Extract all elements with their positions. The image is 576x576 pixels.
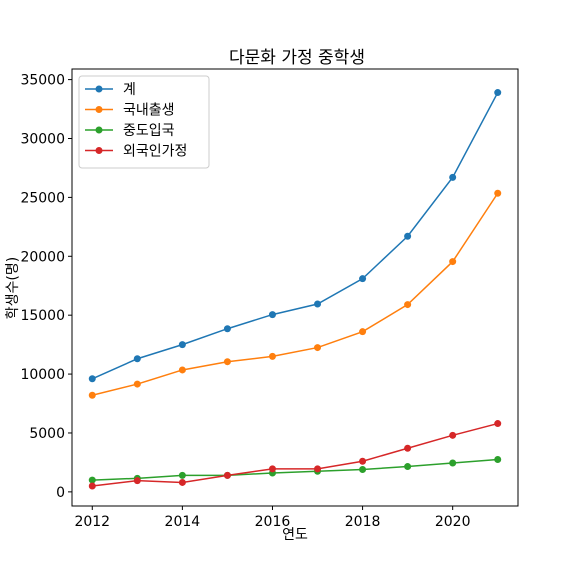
data-point bbox=[133, 355, 141, 363]
legend-label: 국내출생 bbox=[123, 103, 175, 119]
y-tick-label: 35000 bbox=[20, 73, 65, 89]
legend-entry: 중도입국 bbox=[85, 123, 175, 139]
legend-marker bbox=[95, 85, 103, 93]
data-point bbox=[494, 89, 502, 97]
data-point bbox=[88, 482, 96, 490]
chart-title: 다문화 가정 중학생 bbox=[229, 48, 365, 68]
plot-frame bbox=[71, 68, 519, 507]
y-tick-label: 30000 bbox=[20, 131, 65, 147]
series-계 bbox=[88, 89, 502, 383]
data-point bbox=[223, 471, 231, 479]
data-point bbox=[494, 455, 502, 463]
y-axis-label: 학생수(명) bbox=[5, 257, 21, 319]
y-tick-label: 10000 bbox=[20, 367, 65, 383]
data-point bbox=[494, 420, 502, 428]
data-point bbox=[223, 325, 231, 333]
x-axis: 2012 2014 2016 2018 2020 bbox=[74, 506, 470, 530]
data-point bbox=[359, 275, 367, 283]
data-point bbox=[449, 258, 457, 266]
legend-label: 중도입국 bbox=[123, 123, 175, 139]
x-tick-label: 2020 bbox=[435, 514, 471, 530]
y-tick-label: 20000 bbox=[20, 249, 65, 265]
data-point bbox=[88, 375, 96, 383]
x-tick-label: 2012 bbox=[74, 514, 110, 530]
y-tick-label: 0 bbox=[56, 485, 65, 501]
data-point bbox=[88, 391, 96, 399]
data-point bbox=[88, 476, 96, 484]
series-line bbox=[91, 92, 499, 380]
data-point bbox=[268, 311, 276, 319]
legend-marker bbox=[95, 126, 103, 134]
data-point bbox=[359, 328, 367, 336]
y-tick-label: 5000 bbox=[29, 426, 65, 442]
x-tick-label: 2014 bbox=[165, 514, 201, 530]
y-tick-label: 15000 bbox=[20, 308, 65, 324]
legend-marker bbox=[95, 106, 103, 113]
series-외국인가정 bbox=[88, 420, 502, 490]
data-point bbox=[314, 465, 322, 473]
y-axis: 0 5000 10000 15000 20000 25000 30000 35000 bbox=[20, 73, 72, 501]
data-point bbox=[449, 431, 457, 439]
data-point bbox=[178, 471, 186, 479]
data-point bbox=[404, 444, 412, 452]
legend-label: 계 bbox=[123, 82, 136, 98]
data-point bbox=[404, 232, 412, 240]
data-point bbox=[178, 478, 186, 486]
legend-entry: 계 bbox=[85, 82, 136, 98]
data-point bbox=[133, 380, 141, 388]
plot-area bbox=[88, 89, 502, 490]
series-국내출생 bbox=[88, 189, 502, 399]
series-line bbox=[92, 422, 498, 487]
data-point bbox=[359, 465, 367, 473]
y-tick-label: 25000 bbox=[20, 190, 65, 206]
data-point bbox=[404, 463, 412, 471]
x-axis-label: 연도 bbox=[282, 527, 308, 543]
legend-label: 외국인가정 bbox=[123, 144, 187, 160]
data-point bbox=[223, 358, 231, 366]
legend-entry: 외국인가정 bbox=[85, 144, 187, 160]
data-point bbox=[404, 301, 412, 309]
data-point bbox=[449, 459, 457, 467]
data-point bbox=[268, 465, 276, 473]
data-point bbox=[268, 352, 276, 360]
series-line bbox=[92, 458, 498, 481]
x-tick-label: 2016 bbox=[255, 514, 291, 530]
series-line bbox=[92, 192, 499, 397]
data-point bbox=[178, 341, 186, 349]
legend-box bbox=[78, 75, 210, 169]
x-tick-label: 2018 bbox=[345, 514, 381, 530]
data-point bbox=[178, 366, 186, 374]
data-point bbox=[314, 300, 322, 308]
data-point bbox=[449, 173, 457, 181]
data-point bbox=[314, 344, 322, 352]
legend-entry: 국내출생 bbox=[85, 103, 175, 119]
legend-marker bbox=[95, 147, 103, 154]
data-point bbox=[359, 457, 367, 465]
data-point bbox=[494, 189, 502, 197]
data-point bbox=[133, 477, 141, 485]
